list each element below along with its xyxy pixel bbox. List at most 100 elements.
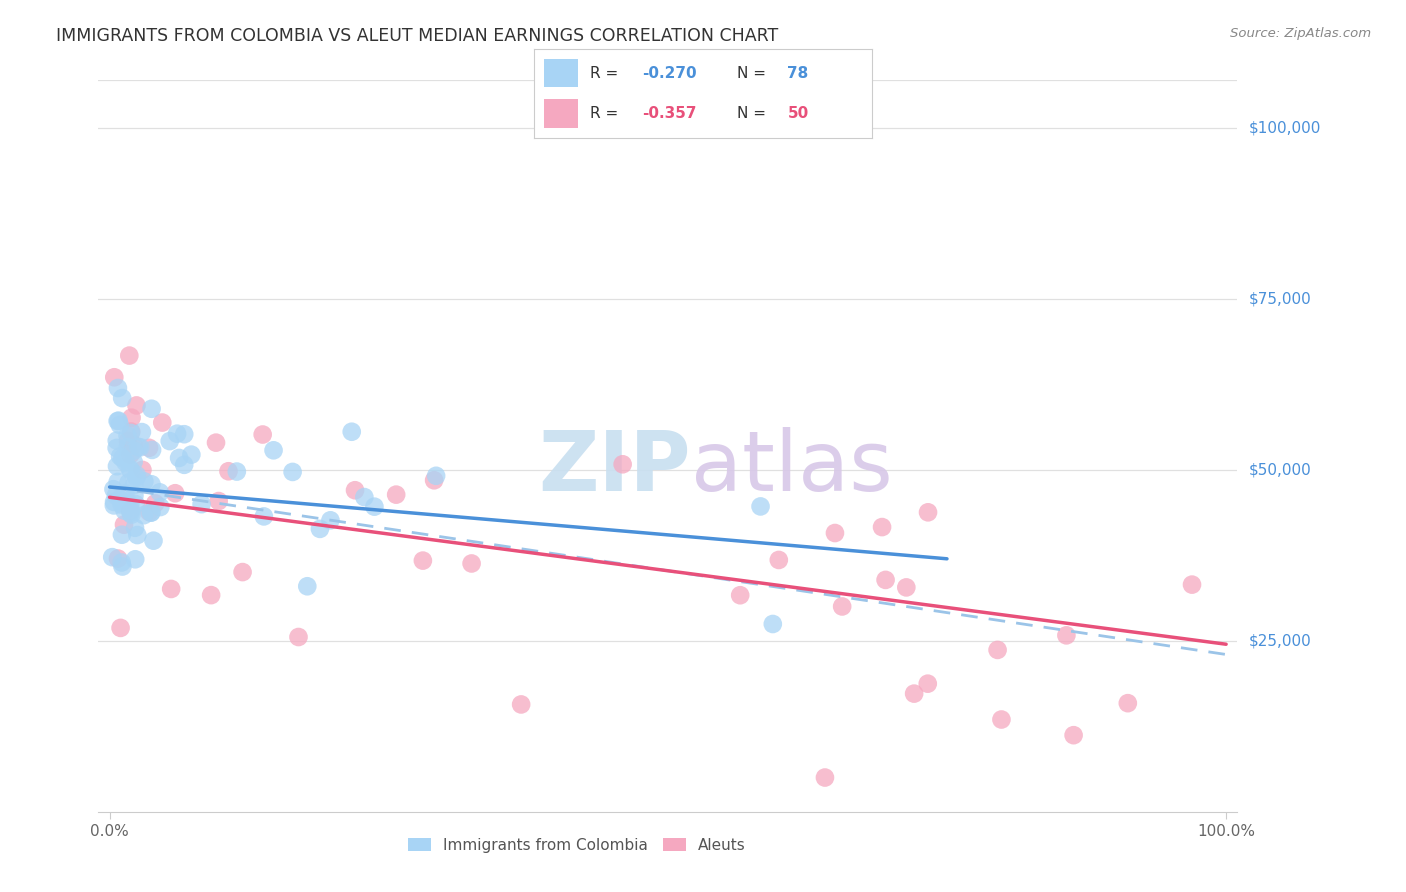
Point bbox=[762, 617, 785, 632]
Point bbox=[232, 565, 254, 579]
Point bbox=[114, 486, 136, 500]
Point bbox=[218, 464, 240, 478]
Point bbox=[252, 427, 274, 442]
Point bbox=[138, 441, 160, 455]
Point bbox=[319, 513, 342, 527]
Point bbox=[728, 588, 751, 602]
Point bbox=[141, 477, 163, 491]
Point bbox=[131, 425, 153, 439]
Point bbox=[149, 500, 172, 514]
Point bbox=[127, 440, 149, 454]
Point bbox=[412, 553, 434, 567]
Point bbox=[132, 508, 155, 523]
Point bbox=[108, 450, 131, 464]
Point bbox=[917, 505, 939, 519]
Point bbox=[111, 559, 134, 574]
Text: R =: R = bbox=[591, 106, 623, 120]
Point bbox=[107, 381, 129, 395]
Point bbox=[309, 522, 332, 536]
Point bbox=[917, 676, 939, 690]
Point bbox=[117, 428, 139, 442]
Point bbox=[287, 630, 309, 644]
Text: $75,000: $75,000 bbox=[1249, 292, 1312, 307]
Point bbox=[344, 483, 367, 498]
Point bbox=[124, 521, 146, 535]
Point bbox=[120, 464, 142, 478]
Point bbox=[120, 504, 142, 518]
Text: Source: ZipAtlas.com: Source: ZipAtlas.com bbox=[1230, 27, 1371, 40]
Point bbox=[167, 450, 190, 465]
Text: $25,000: $25,000 bbox=[1249, 633, 1312, 648]
Point bbox=[120, 503, 142, 517]
Text: R =: R = bbox=[591, 66, 623, 80]
Point bbox=[385, 488, 408, 502]
Point bbox=[510, 698, 533, 712]
Point bbox=[138, 505, 160, 519]
Text: -0.357: -0.357 bbox=[643, 106, 697, 120]
Point bbox=[118, 349, 141, 363]
Point bbox=[107, 475, 129, 489]
Point bbox=[120, 506, 142, 520]
Point bbox=[129, 440, 152, 454]
Point bbox=[124, 489, 146, 503]
Point bbox=[103, 499, 125, 513]
Text: ZIP: ZIP bbox=[538, 427, 690, 508]
Text: N =: N = bbox=[737, 106, 770, 120]
Point bbox=[120, 425, 142, 439]
Point bbox=[824, 526, 846, 541]
Point bbox=[107, 414, 129, 428]
Point bbox=[875, 573, 897, 587]
Point bbox=[107, 414, 129, 428]
Point bbox=[118, 461, 141, 475]
Point bbox=[1116, 696, 1139, 710]
Point bbox=[104, 488, 127, 502]
Point bbox=[117, 475, 139, 490]
Point bbox=[200, 588, 222, 602]
Point bbox=[1181, 577, 1204, 591]
Point bbox=[105, 441, 128, 455]
Point bbox=[143, 496, 166, 510]
Point bbox=[120, 498, 142, 512]
Point bbox=[425, 468, 447, 483]
Point bbox=[141, 401, 163, 416]
Point bbox=[190, 497, 212, 511]
Point bbox=[814, 771, 837, 785]
Point bbox=[896, 581, 918, 595]
Point bbox=[120, 425, 142, 440]
Point bbox=[115, 495, 138, 509]
Point bbox=[208, 494, 231, 508]
Point bbox=[225, 465, 247, 479]
Point bbox=[103, 495, 125, 509]
Bar bbox=[544, 59, 578, 87]
Point bbox=[117, 440, 139, 454]
Text: 78: 78 bbox=[787, 66, 808, 80]
Point bbox=[110, 621, 132, 635]
Text: -0.270: -0.270 bbox=[643, 66, 697, 80]
Point bbox=[831, 599, 853, 614]
Point bbox=[125, 470, 148, 484]
Point bbox=[111, 451, 134, 466]
Point bbox=[263, 443, 285, 458]
Text: $50,000: $50,000 bbox=[1249, 462, 1312, 477]
Point bbox=[749, 500, 772, 514]
Bar bbox=[544, 99, 578, 128]
Point bbox=[363, 500, 385, 514]
Point bbox=[112, 517, 135, 532]
Point bbox=[125, 399, 148, 413]
Point bbox=[108, 491, 131, 506]
Point bbox=[127, 528, 149, 542]
Point bbox=[205, 435, 228, 450]
Point bbox=[124, 552, 146, 566]
Point bbox=[768, 553, 790, 567]
Point bbox=[122, 443, 145, 458]
Point bbox=[141, 505, 163, 519]
Point bbox=[121, 508, 143, 522]
Point bbox=[281, 465, 304, 479]
Point bbox=[114, 504, 136, 518]
Point bbox=[122, 438, 145, 452]
Point bbox=[103, 370, 125, 384]
Point bbox=[122, 455, 145, 469]
Point bbox=[165, 486, 187, 500]
Point bbox=[114, 455, 136, 469]
Point bbox=[340, 425, 363, 439]
